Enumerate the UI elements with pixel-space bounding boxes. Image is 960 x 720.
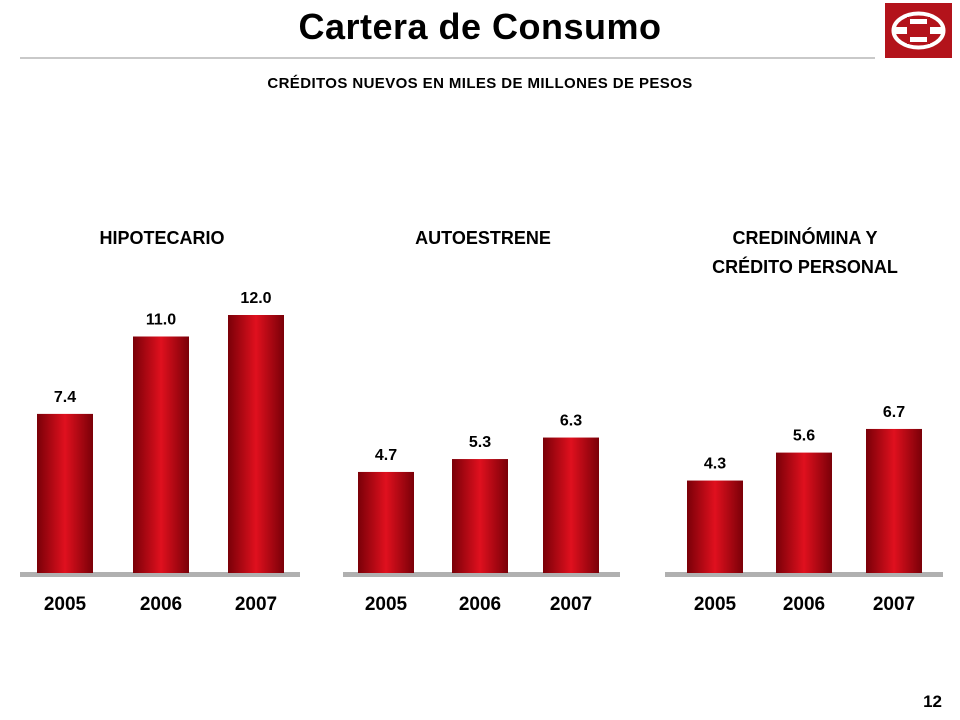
chart-subtitle: CRÉDITOS NUEVOS EN MILES DE MILLONES DE … <box>267 75 693 92</box>
chart-panel-3: CREDINÓMINA Y CRÉDITO PERSONAL 4.3 2005 5.6 2… <box>665 227 943 615</box>
bar-2007 <box>543 437 599 573</box>
x-axis-line <box>20 572 300 577</box>
data-label: 5.3 <box>469 434 491 451</box>
chart-title: CRÉDITO PERSONAL <box>712 256 898 277</box>
x-tick-label: 2005 <box>44 594 87 615</box>
data-label: 4.3 <box>704 456 726 473</box>
x-tick-label: 2006 <box>140 594 182 615</box>
data-label: 5.6 <box>793 428 815 445</box>
bar-2005 <box>358 471 414 573</box>
data-label: 6.7 <box>883 404 905 421</box>
title-divider <box>20 57 875 59</box>
x-tick-label: 2005 <box>365 594 408 615</box>
bar-2006 <box>133 336 189 573</box>
bar-2005 <box>37 413 93 573</box>
bar-2005 <box>687 480 743 573</box>
data-label: 7.4 <box>54 389 76 406</box>
bank-logo-icon <box>885 3 952 58</box>
bar-2007 <box>866 428 922 573</box>
x-tick-label: 2006 <box>459 594 501 615</box>
x-tick-label: 2007 <box>873 594 915 615</box>
data-label: 6.3 <box>560 413 582 430</box>
data-label: 4.7 <box>375 447 397 464</box>
chart-title: HIPOTECARIO <box>99 228 224 248</box>
chart-title: CREDINÓMINA Y <box>732 227 877 248</box>
x-axis-line <box>665 572 943 577</box>
x-tick-label: 2005 <box>694 594 737 615</box>
chart-panel-1: HIPOTECARIO 7.4 2005 11.0 2006 12.0 2007 <box>20 228 300 615</box>
x-tick-label: 2006 <box>783 594 825 615</box>
x-axis-line <box>343 572 620 577</box>
chart-panel-2: AUTOESTRENE 4.7 2005 5.3 2006 6.3 2007 <box>343 228 620 615</box>
bar-2006 <box>452 459 508 573</box>
page-title: Cartera de Consumo <box>298 6 662 47</box>
bar-2006 <box>776 452 832 573</box>
data-label: 11.0 <box>146 312 176 329</box>
x-tick-label: 2007 <box>235 594 277 615</box>
x-tick-label: 2007 <box>550 594 592 615</box>
data-label: 12.0 <box>240 290 271 307</box>
bar-2007 <box>228 315 284 573</box>
chart-title: AUTOESTRENE <box>415 228 551 248</box>
page-number: 12 <box>923 692 942 711</box>
